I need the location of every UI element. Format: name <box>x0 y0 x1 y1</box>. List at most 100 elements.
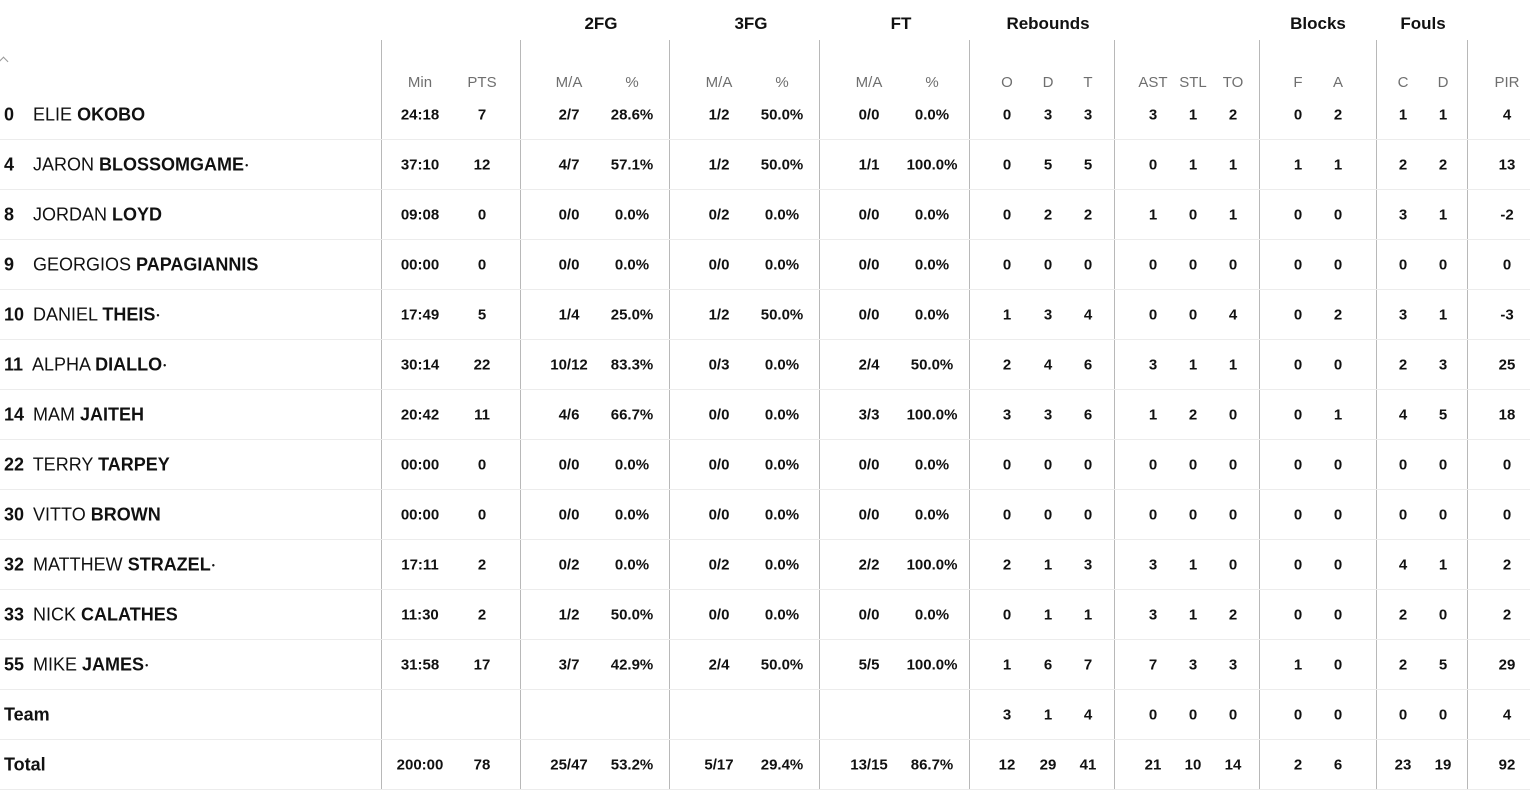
column-header[interactable]: PIR <box>1494 74 1520 91</box>
total-label: Total <box>4 754 46 775</box>
column-header[interactable]: D <box>1437 74 1449 91</box>
table-row[interactable]: 0 ELIE OKOBO 24:18 7 2/7 28.6% 1/2 50.0% 0/0 0.0… <box>0 90 1530 140</box>
stat-cell: 0 <box>1148 706 1158 724</box>
stat-cell: 0.0% <box>764 206 800 224</box>
stat-cell: 0 <box>1002 156 1012 174</box>
row-divider <box>0 439 1530 440</box>
stat-cell: 4 <box>1502 706 1512 724</box>
stat-cell: 0 <box>1502 506 1512 524</box>
stat-cell: 0 <box>1398 506 1408 524</box>
table-row[interactable]: 10 DANIEL THEIS• 17:49 5 1/4 25.0% 1/2 50.0% 0/… <box>0 290 1530 340</box>
stat-cell: 4 <box>1043 356 1053 374</box>
stat-cell: 21 <box>1144 756 1162 774</box>
stat-cell: 92 <box>1498 756 1516 774</box>
stat-cell: 0 <box>1293 306 1303 324</box>
player-name[interactable]: 8 JORDAN LOYD <box>4 205 162 226</box>
stat-cell: 83.3% <box>610 356 654 374</box>
player-last-name: PAPAGIANNIS <box>136 254 259 275</box>
table-row[interactable]: 22 TERRY TARPEY 00:00 0 0/0 0.0% 0/0 0.0% 0/0 0.… <box>0 440 1530 490</box>
stat-cell: 4 <box>1228 306 1238 324</box>
stat-cell: 100.0% <box>906 406 958 424</box>
column-header[interactable]: T <box>1083 74 1093 91</box>
stat-cell: 0 <box>1188 206 1198 224</box>
player-name[interactable]: 4 JARON BLOSSOMGAME• <box>4 155 248 176</box>
stat-cell: 0 <box>1228 506 1238 524</box>
player-first-name: MIKE <box>33 654 78 675</box>
table-row[interactable]: 32 MATTHEW STRAZEL• 17:11 2 0/2 0.0% 0/2 0.0% 2… <box>0 540 1530 590</box>
stat-cell: 2/4 <box>858 356 880 374</box>
stat-cell: 1/4 <box>558 306 580 324</box>
column-header[interactable]: % <box>625 74 639 91</box>
table-row[interactable]: 55 MIKE JAMES• 31:58 17 3/7 42.9% 2/4 50.0% 5/5… <box>0 640 1530 690</box>
player-number: 14 <box>4 404 25 425</box>
player-name[interactable]: 9 GEORGIOS PAPAGIANNIS <box>4 255 258 276</box>
stat-cell: 1 <box>1398 106 1408 124</box>
table-row[interactable]: 30 VITTO BROWN 00:00 0 0/0 0.0% 0/0 0.0% 0/0 0.0… <box>0 490 1530 540</box>
player-name[interactable]: 11 ALPHA DIALLO• <box>4 355 166 376</box>
column-header[interactable]: % <box>925 74 939 91</box>
stat-cell: 1 <box>1083 606 1093 624</box>
stat-cell: 2 <box>1398 356 1408 374</box>
stat-cell: 2/7 <box>558 106 580 124</box>
table-row[interactable]: 33 NICK CALATHES 11:30 2 1/2 50.0% 0/0 0.0% 0/0… <box>0 590 1530 640</box>
table-row[interactable]: 9 GEORGIOS PAPAGIANNIS 00:00 0 0/0 0.0% 0/0 0.… <box>0 240 1530 290</box>
stat-cell: 0.0% <box>764 256 800 274</box>
stat-cell: 2 <box>1188 406 1198 424</box>
group-title-3fg: 3FG <box>734 14 768 33</box>
player-name[interactable]: 10 DANIEL THEIS• <box>4 305 160 326</box>
column-header[interactable]: M/A <box>555 74 583 91</box>
table-row[interactable]: 4 JARON BLOSSOMGAME• 37:10 12 4/7 57.1% 1/2 50… <box>0 140 1530 190</box>
column-header[interactable]: PTS <box>467 74 497 91</box>
stat-cell: 0 <box>1002 256 1012 274</box>
stat-cell: 0 <box>1228 556 1238 574</box>
column-header[interactable]: C <box>1397 74 1409 91</box>
column-header[interactable]: A <box>1332 74 1344 91</box>
stat-cell: 0 <box>1002 506 1012 524</box>
player-name[interactable]: 55 MIKE JAMES• <box>4 655 148 676</box>
stat-cell: 0.0% <box>914 306 950 324</box>
stat-cell: 1 <box>1438 106 1448 124</box>
stat-cell: 0 <box>1293 606 1303 624</box>
column-header[interactable]: AST <box>1138 74 1168 91</box>
table-row[interactable]: 14 MAM JAITEH 20:42 11 4/6 66.7% 0/0 0.0% 3/3 10… <box>0 390 1530 440</box>
stat-cell: 0.0% <box>764 506 800 524</box>
group-title-2fg: 2FG <box>584 14 618 33</box>
player-name[interactable]: 33 NICK CALATHES <box>4 605 178 626</box>
column-header[interactable]: F <box>1293 74 1303 91</box>
player-number: 0 <box>4 104 15 125</box>
stat-cell: 13/15 <box>850 756 888 774</box>
player-name[interactable]: 0 ELIE OKOBO <box>4 105 145 126</box>
column-header[interactable]: STL <box>1179 74 1207 91</box>
player-first-name: TERRY <box>32 454 94 475</box>
column-header[interactable]: M/A <box>855 74 883 91</box>
column-divider <box>520 40 521 790</box>
stat-cell: 0.0% <box>764 356 800 374</box>
stat-cell: 12 <box>473 156 491 174</box>
column-header[interactable]: Min <box>407 74 433 91</box>
table-row[interactable]: 11 ALPHA DIALLO• 30:14 22 10/12 83.3% 0/3 0.0%… <box>0 340 1530 390</box>
column-header[interactable]: TO <box>1222 74 1244 91</box>
row-divider <box>0 239 1530 240</box>
player-name[interactable]: 32 MATTHEW STRAZEL• <box>4 555 215 576</box>
sort-indicator-icon[interactable] <box>0 56 9 67</box>
stat-cell: 0/0 <box>858 256 880 274</box>
stat-cell: 3 <box>1148 356 1158 374</box>
player-name[interactable]: 22 TERRY TARPEY <box>4 455 170 476</box>
player-name[interactable]: 14 MAM JAITEH <box>4 405 144 426</box>
column-header[interactable]: D <box>1042 74 1054 91</box>
player-name[interactable]: 30 VITTO BROWN <box>4 505 161 526</box>
stat-cell: 0.0% <box>914 456 950 474</box>
table-row[interactable]: 8 JORDAN LOYD 09:08 0 0/0 0.0% 0/2 0.0% 0/0 0.0%… <box>0 190 1530 240</box>
stat-cell: 0 <box>1502 456 1512 474</box>
stat-cell: 100.0% <box>906 156 958 174</box>
column-header[interactable]: M/A <box>705 74 733 91</box>
stat-cell: 3 <box>1002 706 1012 724</box>
player-last-name: LOYD <box>112 204 163 225</box>
stat-cell: 0/0 <box>858 206 880 224</box>
column-header[interactable]: % <box>775 74 789 91</box>
stat-cell: 3 <box>1043 406 1053 424</box>
team-row: Team 3 1 4 0 0 0 0 0 0 0 4 <box>0 690 1530 740</box>
stat-cell: 1 <box>1228 206 1238 224</box>
stat-cell: 6 <box>1083 406 1093 424</box>
column-header[interactable]: O <box>1001 74 1013 91</box>
